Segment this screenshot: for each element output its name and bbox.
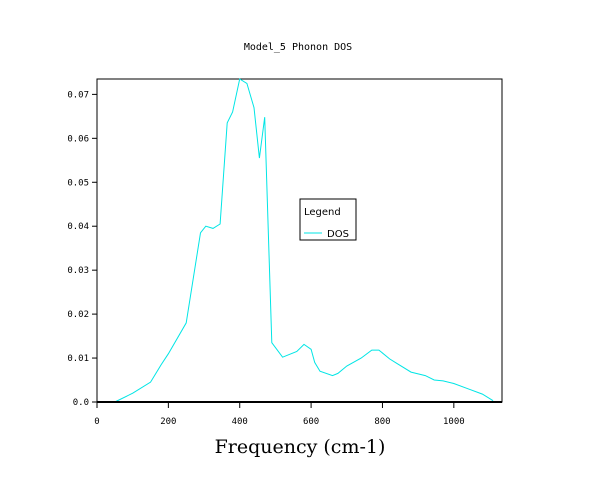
x-tick-label: 1000 (443, 417, 465, 427)
x-tick-label: 800 (374, 417, 390, 427)
legend-entry-label: DOS (327, 229, 349, 240)
y-tick-label: 0.03 (67, 266, 89, 276)
y-tick-label: 0.06 (67, 134, 89, 144)
chart-title: Model_5 Phonon DOS (244, 42, 352, 53)
y-tick-label: 0.04 (67, 222, 89, 232)
y-tick-label: 0.07 (67, 90, 89, 100)
legend: Legend DOS (299, 198, 357, 241)
x-tick-label: 200 (160, 417, 176, 427)
legend-box (299, 198, 357, 241)
y-tick-label: 0.02 (67, 310, 89, 320)
y-tick-label: 0.01 (67, 354, 89, 364)
y-axis: 0.0 0.01 0.02 0.03 0.04 0.05 0.06 0.07 (67, 90, 97, 408)
series-line-dos (114, 78, 494, 403)
x-tick-label: 400 (232, 417, 248, 427)
x-tick-label: 0 (94, 417, 99, 427)
y-tick-label: 0.05 (67, 178, 89, 188)
series-layer (114, 78, 494, 403)
x-axis: 0 200 400 600 800 1000 (94, 402, 465, 427)
x-tick-label: 600 (303, 417, 319, 427)
legend-title: Legend (304, 207, 341, 218)
x-axis-label: Frequency (cm-1) (215, 436, 386, 458)
y-tick-label: 0.0 (73, 398, 89, 408)
